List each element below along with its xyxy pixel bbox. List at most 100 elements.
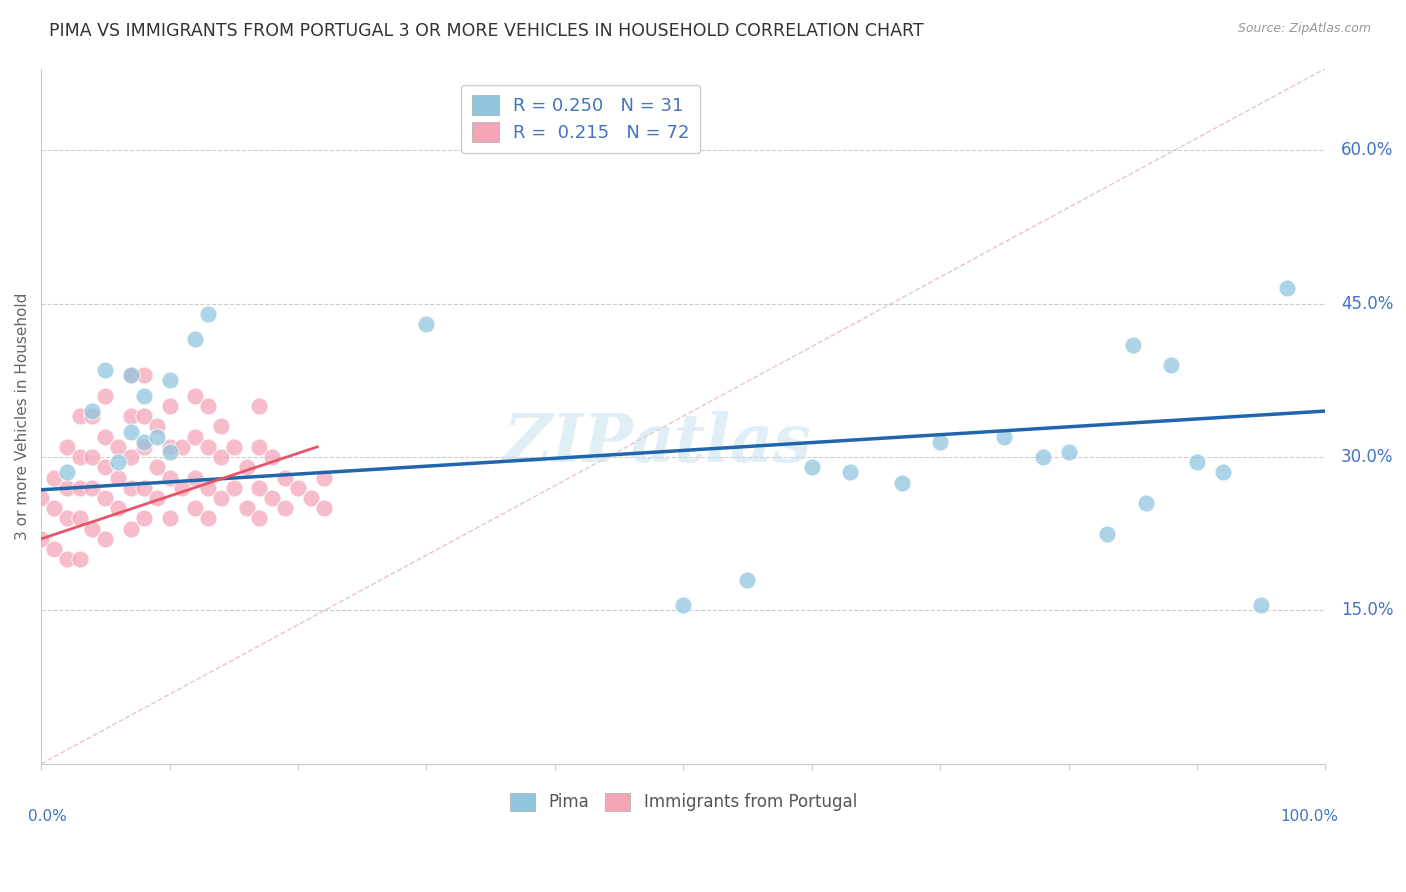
- Point: [287, 481, 309, 495]
- Text: 45.0%: 45.0%: [1341, 294, 1393, 313]
- Point: [1057, 445, 1080, 459]
- Point: [120, 481, 142, 495]
- Point: [222, 481, 245, 495]
- Point: [82, 404, 104, 418]
- Text: 60.0%: 60.0%: [1341, 141, 1393, 160]
- Text: 100.0%: 100.0%: [1281, 809, 1339, 824]
- Point: [184, 470, 207, 484]
- Point: [1250, 599, 1272, 613]
- Point: [159, 511, 181, 525]
- Point: [132, 481, 155, 495]
- Text: 30.0%: 30.0%: [1341, 448, 1393, 467]
- Point: [82, 481, 104, 495]
- Point: [1160, 358, 1182, 372]
- Point: [107, 501, 129, 516]
- Point: [42, 542, 65, 557]
- Point: [209, 450, 232, 464]
- Point: [145, 429, 167, 443]
- Point: [172, 481, 194, 495]
- Point: [274, 470, 297, 484]
- Point: [312, 501, 335, 516]
- Point: [120, 368, 142, 383]
- Text: 15.0%: 15.0%: [1341, 601, 1393, 619]
- Point: [1185, 455, 1208, 469]
- Point: [132, 511, 155, 525]
- Point: [132, 440, 155, 454]
- Point: [107, 440, 129, 454]
- Point: [82, 409, 104, 424]
- Point: [800, 460, 823, 475]
- Point: [69, 450, 91, 464]
- Point: [197, 481, 219, 495]
- Point: [159, 373, 181, 387]
- Point: [120, 425, 142, 439]
- Point: [159, 470, 181, 484]
- Point: [262, 450, 284, 464]
- Point: [56, 481, 79, 495]
- Point: [94, 491, 117, 505]
- Point: [1212, 466, 1234, 480]
- Point: [94, 460, 117, 475]
- Point: [132, 409, 155, 424]
- Point: [184, 429, 207, 443]
- Point: [890, 475, 912, 490]
- Point: [737, 573, 759, 587]
- Point: [145, 419, 167, 434]
- Point: [132, 389, 155, 403]
- Text: ZIPatlas: ZIPatlas: [503, 411, 811, 476]
- Point: [222, 440, 245, 454]
- Point: [197, 307, 219, 321]
- Point: [69, 511, 91, 525]
- Point: [69, 481, 91, 495]
- Point: [94, 363, 117, 377]
- Point: [235, 460, 257, 475]
- Point: [56, 511, 79, 525]
- Point: [299, 491, 322, 505]
- Point: [172, 440, 194, 454]
- Point: [1095, 526, 1118, 541]
- Point: [69, 552, 91, 566]
- Point: [249, 399, 271, 413]
- Point: [42, 501, 65, 516]
- Point: [107, 470, 129, 484]
- Point: [197, 440, 219, 454]
- Text: Source: ZipAtlas.com: Source: ZipAtlas.com: [1237, 22, 1371, 36]
- Point: [249, 481, 271, 495]
- Point: [30, 532, 52, 546]
- Point: [249, 511, 271, 525]
- Point: [107, 455, 129, 469]
- Point: [56, 552, 79, 566]
- Point: [159, 399, 181, 413]
- Point: [1135, 496, 1157, 510]
- Point: [132, 434, 155, 449]
- Point: [415, 317, 437, 331]
- Point: [184, 501, 207, 516]
- Point: [235, 501, 257, 516]
- Point: [145, 491, 167, 505]
- Point: [94, 532, 117, 546]
- Point: [120, 409, 142, 424]
- Point: [56, 466, 79, 480]
- Point: [82, 522, 104, 536]
- Point: [145, 460, 167, 475]
- Point: [42, 470, 65, 484]
- Point: [209, 419, 232, 434]
- Point: [839, 466, 862, 480]
- Legend: Pima, Immigrants from Portugal: Pima, Immigrants from Portugal: [503, 786, 863, 818]
- Point: [1032, 450, 1054, 464]
- Point: [249, 440, 271, 454]
- Point: [132, 368, 155, 383]
- Point: [184, 333, 207, 347]
- Point: [672, 599, 695, 613]
- Point: [56, 440, 79, 454]
- Point: [82, 450, 104, 464]
- Point: [69, 409, 91, 424]
- Point: [120, 368, 142, 383]
- Point: [120, 450, 142, 464]
- Point: [312, 470, 335, 484]
- Text: 0.0%: 0.0%: [28, 809, 67, 824]
- Point: [274, 501, 297, 516]
- Point: [159, 440, 181, 454]
- Point: [120, 522, 142, 536]
- Point: [30, 491, 52, 505]
